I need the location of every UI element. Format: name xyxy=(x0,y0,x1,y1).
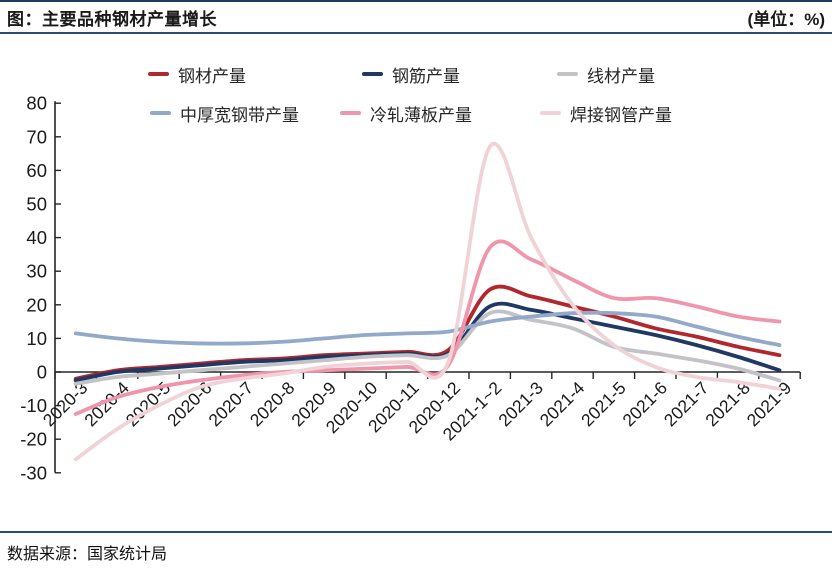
x-axis-tick-label: 2021-8 xyxy=(701,378,754,431)
y-axis-tick-label: 30 xyxy=(26,261,47,282)
legend-item-1: 钢筋产量 xyxy=(362,64,460,86)
figure-title: 图：主要品种钢材产量增长 xyxy=(7,9,217,29)
legend-swatch-icon xyxy=(540,111,561,115)
legend-swatch-icon xyxy=(148,72,169,76)
legend-item-5: 焊接钢管产量 xyxy=(540,103,672,125)
x-axis-tick-label: 2020-8 xyxy=(246,378,299,431)
figure-header: 图：主要品种钢材产量增长 (单位：%) xyxy=(0,0,832,34)
y-axis-tick-label: 50 xyxy=(26,194,47,215)
legend-swatch-icon xyxy=(557,72,578,76)
legend-swatch-icon xyxy=(340,111,361,115)
x-axis-tick-label: 2021-7 xyxy=(660,378,713,431)
legend-item-0: 钢材产量 xyxy=(148,64,246,86)
x-axis-tick-label: 2021-5 xyxy=(577,378,630,431)
legend-item-4: 冷轧薄板产量 xyxy=(340,103,472,125)
data-source: 数据来源：国家统计局 xyxy=(7,546,168,563)
series-line-5 xyxy=(73,141,782,462)
y-axis-tick-label: 0 xyxy=(37,362,47,383)
line-chart: 80706050403020100-10-20-302020-32020-420… xyxy=(20,93,801,483)
x-axis-tick-label: 2021-6 xyxy=(618,378,671,431)
y-axis-tick-label: 20 xyxy=(26,294,47,315)
legend-label: 冷轧薄板产量 xyxy=(370,105,472,125)
legend-label: 焊接钢管产量 xyxy=(570,105,672,125)
y-axis-tick-label: 10 xyxy=(26,328,47,349)
legend-label: 中厚宽钢带产量 xyxy=(180,105,299,125)
y-axis-tick-label: -30 xyxy=(20,462,47,483)
y-axis-tick-label: -20 xyxy=(20,429,47,450)
legend-label: 钢材产量 xyxy=(178,66,246,86)
y-axis-tick-label: 70 xyxy=(26,126,47,147)
chart-area: 钢材产量 钢筋产量 线材产量中厚宽钢带产量 冷轧薄板产量 焊接钢管产量 80 70 60 50… xyxy=(0,36,832,528)
y-axis-tick-label: 60 xyxy=(26,160,47,181)
legend-item-3: 中厚宽钢带产量 xyxy=(150,103,299,125)
legend-label: 钢筋产量 xyxy=(392,66,460,86)
legend-swatch-icon xyxy=(150,111,171,115)
legend-swatch-icon xyxy=(362,72,383,76)
series-line-3 xyxy=(73,310,782,348)
x-axis-tick-label: 2021-4 xyxy=(536,378,589,431)
series-line-4 xyxy=(73,239,782,416)
figure-footer: 数据来源：国家统计局 xyxy=(0,531,832,564)
y-axis-tick-label: -10 xyxy=(20,395,47,416)
series-line-2 xyxy=(73,309,782,386)
y-axis-tick-label: 80 xyxy=(26,93,47,114)
legend-item-2: 线材产量 xyxy=(557,64,655,86)
y-axis-tick-label: 40 xyxy=(26,227,47,248)
unit-label: (单位：%) xyxy=(747,9,825,29)
x-axis-tick-label: 2021-3 xyxy=(494,378,547,431)
legend-label: 线材产量 xyxy=(587,66,655,86)
